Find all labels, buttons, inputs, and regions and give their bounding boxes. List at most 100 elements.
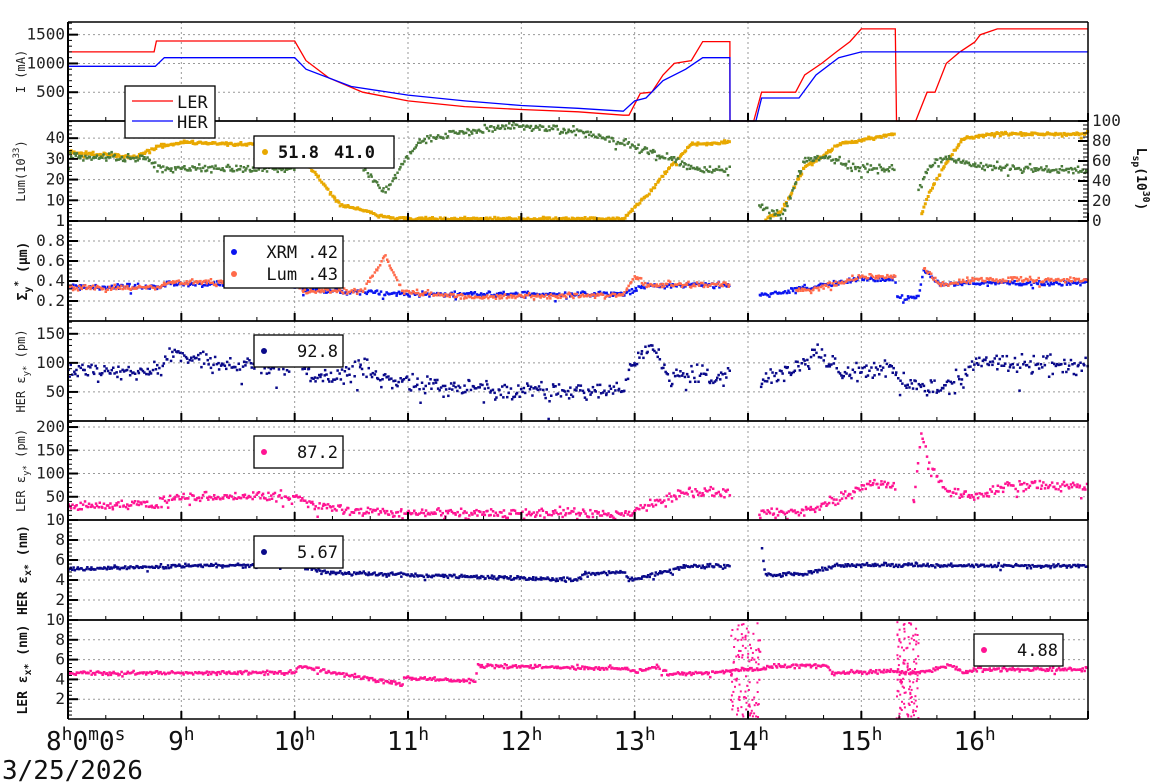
data-point: [76, 566, 80, 569]
data-point: [127, 287, 130, 290]
data-point: [698, 564, 701, 568]
data-point: [122, 504, 125, 507]
data-point: [852, 490, 855, 493]
data-point: [1081, 168, 1084, 171]
data-point: [595, 572, 598, 575]
data-point: [965, 160, 968, 163]
data-point: [398, 572, 401, 575]
data-point: [606, 573, 609, 577]
data-point: [432, 136, 435, 139]
data-point: [1046, 354, 1049, 358]
data-point: [114, 285, 118, 288]
data-point: [502, 576, 506, 580]
data-point: [572, 217, 576, 221]
data-point: [785, 573, 788, 577]
data-point: [330, 570, 333, 574]
data-point: [627, 579, 631, 583]
data-point: [575, 128, 579, 131]
data-point: [781, 372, 784, 375]
data-point: [365, 510, 368, 514]
data-point: [665, 570, 669, 573]
data-point: [922, 384, 926, 388]
data-point: [807, 507, 810, 510]
data-point: [892, 565, 896, 569]
data-point: [767, 376, 770, 380]
data-point: [85, 152, 89, 156]
data-point: [484, 294, 488, 297]
data-point: [797, 514, 801, 517]
data-point: [538, 128, 541, 131]
data-point: [486, 294, 489, 297]
data-point: [891, 133, 894, 137]
data-point: [91, 150, 95, 154]
data-point: [607, 570, 611, 573]
data-point: [104, 290, 107, 293]
data-point: [716, 376, 719, 380]
data-point: [452, 295, 455, 298]
data-point: [494, 218, 498, 222]
data-point: [397, 380, 400, 384]
data-point: [499, 127, 503, 130]
data-point: [174, 565, 177, 568]
data-point: [787, 571, 791, 574]
data-point: [284, 495, 288, 498]
data-point: [799, 289, 802, 292]
data-point: [123, 285, 126, 288]
data-point: [646, 574, 650, 577]
data-point: [1071, 168, 1074, 171]
data-point: [855, 486, 859, 490]
data-point: [74, 372, 77, 376]
data-point: [992, 280, 995, 284]
data-point: [1073, 362, 1076, 365]
data-point: [391, 386, 394, 390]
data-point: [293, 168, 296, 172]
data-point: [796, 510, 799, 514]
data-point: [803, 283, 806, 287]
data-point: [343, 370, 347, 373]
data-point: [203, 164, 207, 168]
data-point: [134, 160, 137, 163]
data-point: [968, 136, 972, 140]
data-point: [414, 572, 417, 575]
data-point: [701, 170, 704, 173]
data-point: [555, 393, 558, 396]
data-point: [638, 276, 642, 280]
data-point: [310, 568, 313, 571]
data-point: [194, 168, 198, 171]
data-point: [142, 500, 145, 504]
data-point: [1023, 279, 1026, 282]
data-point: [793, 287, 797, 290]
data-point: [180, 566, 183, 569]
data-point: [229, 169, 232, 172]
data-point: [446, 293, 449, 297]
data-point: [1055, 362, 1059, 366]
data-point: [759, 205, 762, 209]
data-point: [530, 295, 533, 299]
data-point: [891, 371, 894, 374]
data-point: [393, 291, 396, 295]
data-point: [1010, 484, 1013, 487]
data-point: [136, 159, 140, 162]
data-point: [658, 177, 662, 181]
data-point: [393, 173, 397, 177]
data-point: [615, 570, 618, 573]
data-point: [839, 565, 843, 568]
data-point: [670, 495, 673, 498]
data-point: [401, 378, 404, 382]
data-point: [934, 566, 937, 569]
data-point: [338, 505, 341, 508]
data-point: [238, 168, 242, 171]
data-point: [1062, 278, 1066, 281]
data-point: [595, 510, 598, 513]
data-point: [829, 288, 833, 292]
data-point: [956, 488, 960, 491]
data-point: [975, 492, 978, 496]
data-point: [675, 567, 678, 570]
data-point: [1077, 277, 1081, 281]
data-point: [437, 573, 440, 577]
data-point: [547, 577, 550, 581]
data-point: [215, 280, 219, 283]
data-point: [246, 496, 250, 499]
data-point: [991, 360, 995, 363]
data-point: [681, 566, 684, 569]
